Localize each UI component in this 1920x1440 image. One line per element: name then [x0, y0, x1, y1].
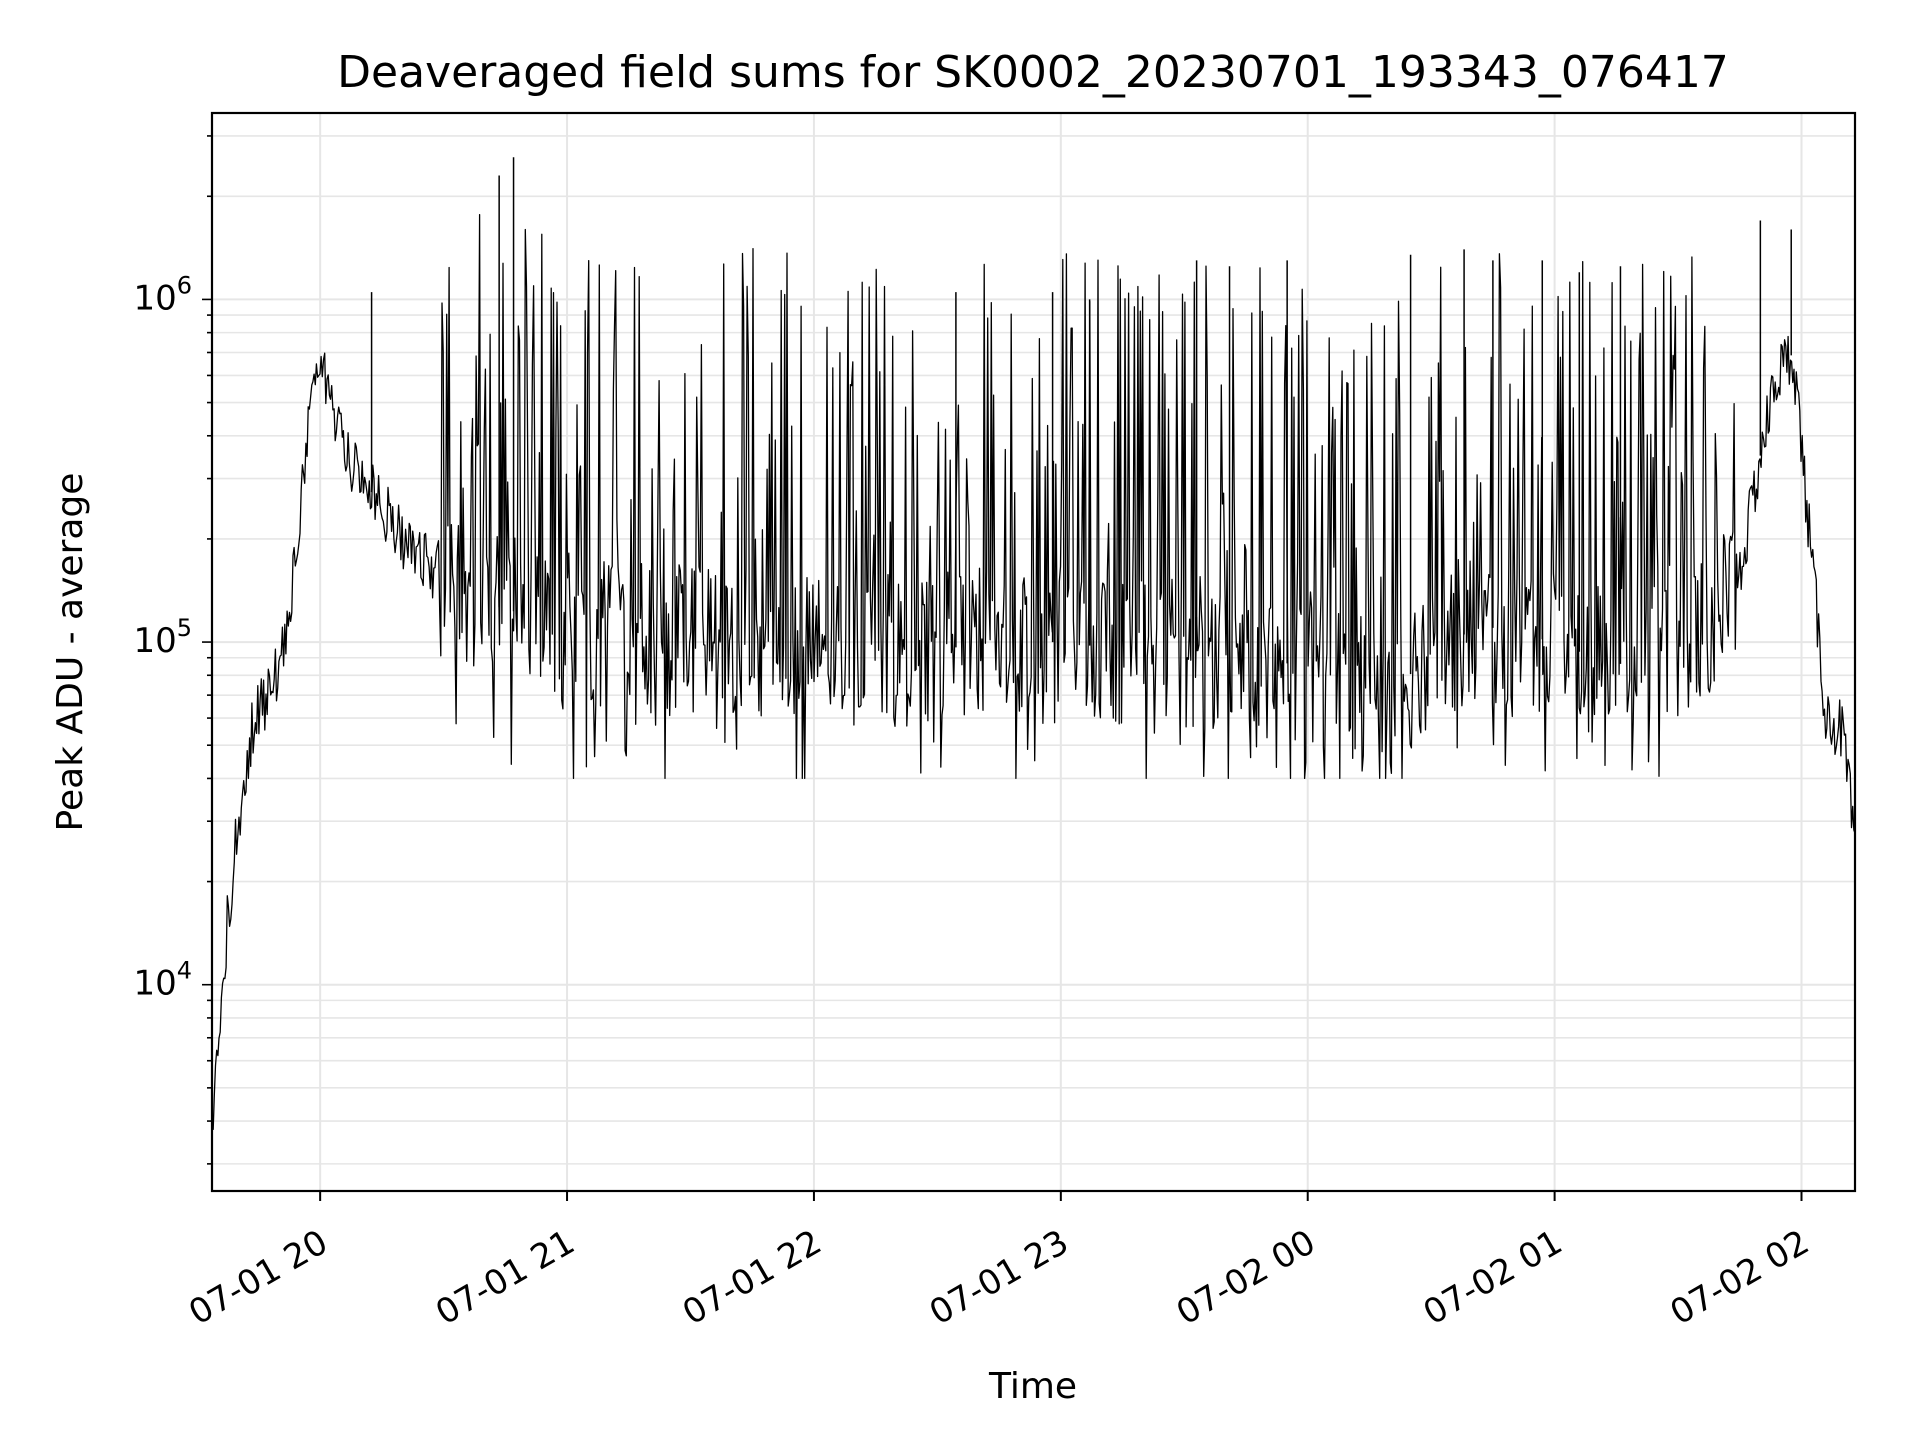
x-axis-ticks: 07-01 20 07-01 21 07-01 22 07-01 23 07-02 00…: [182, 1191, 1816, 1333]
y-tick-label: 106: [133, 271, 192, 318]
plot-frame: [210, 111, 1857, 1193]
x-tick-label: 07-02 01: [1417, 1222, 1569, 1333]
x-tick-label: 07-01 23: [923, 1222, 1075, 1333]
x-tick-label: 07-01 22: [676, 1222, 828, 1333]
y-axis-label: Peak ADU - average: [50, 473, 91, 832]
y-tick-label: 104: [133, 957, 192, 1004]
x-tick-label: 07-01 20: [182, 1222, 334, 1333]
x-tick-label: 07-01 21: [429, 1222, 581, 1333]
y-tick-label: 105: [133, 614, 192, 661]
y-axis-ticks: 104 105 106: [133, 135, 212, 1165]
x-tick-label: 07-02 02: [1664, 1222, 1816, 1333]
series-line: [211, 213, 1856, 1130]
x-tick-label: 07-02 00: [1170, 1222, 1322, 1333]
chart-title: Deaveraged field sums for SK0002_2023070…: [337, 47, 1729, 98]
series-group: [211, 157, 1856, 1130]
x-axis-label: Time: [988, 1366, 1077, 1407]
